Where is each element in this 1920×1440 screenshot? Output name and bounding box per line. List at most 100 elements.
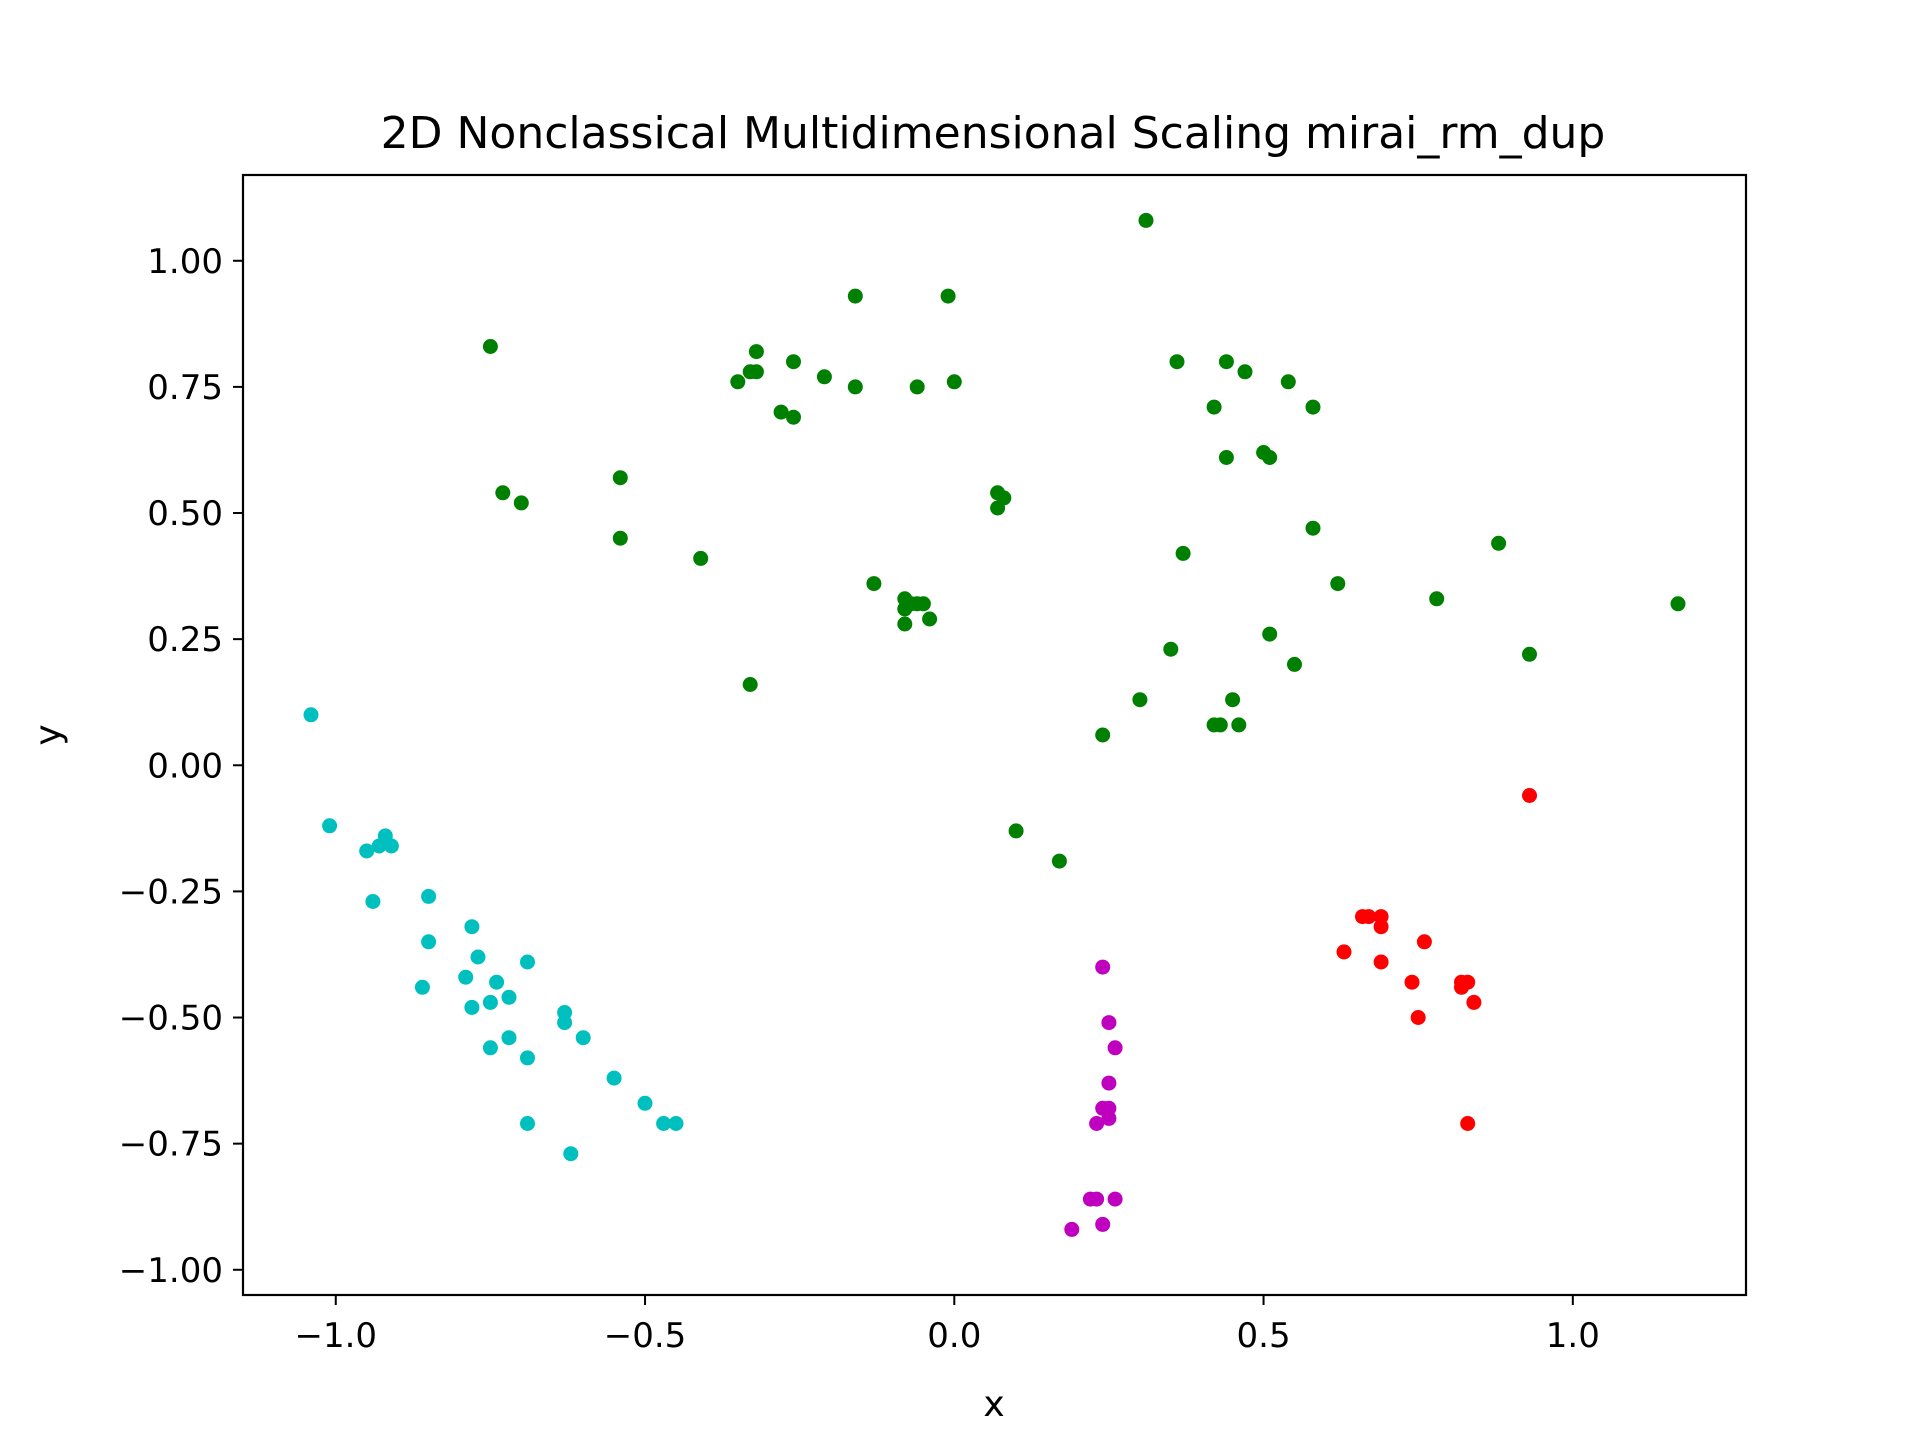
scatter-point [322, 818, 338, 834]
y-axis-ticks: −1.00 −0.75 −0.50 −0.25 0.00 0.25 0.50 0.75 1.00 [119, 242, 243, 1291]
scatter-point [489, 974, 505, 990]
scatter-point [482, 339, 498, 354]
scatter-point [612, 470, 628, 486]
scatter-point [1280, 374, 1296, 390]
scatter-point [1305, 399, 1321, 415]
y-tick-label: 0.75 [147, 368, 223, 408]
scatter-point [606, 1070, 622, 1086]
scatter-point [1101, 1075, 1117, 1091]
scatter-point [1064, 1221, 1080, 1237]
scatter-point [1410, 1010, 1426, 1025]
scatter-point [495, 485, 511, 501]
scatter-point [359, 843, 375, 859]
scatter-point [1089, 1191, 1105, 1207]
scatter-point [1336, 944, 1352, 960]
scatter-point [990, 500, 1006, 516]
scatter-point [742, 677, 758, 692]
scatter-point [847, 379, 863, 395]
scatter-point [1163, 641, 1179, 657]
scatter-point [575, 1030, 591, 1046]
scatter-point [1460, 1116, 1476, 1131]
scatter-point [1212, 717, 1228, 733]
scatter-point [922, 611, 938, 627]
plot-frame [241, 173, 1748, 1297]
x-tick-label: 0.5 [1237, 1316, 1291, 1356]
scatter-point [1095, 1216, 1111, 1232]
scatter-point [866, 576, 882, 592]
scatter-point [1429, 591, 1445, 607]
chart-title: 2D Nonclassical Multidimensional Scaling… [381, 108, 1606, 159]
scatter-point [915, 596, 931, 612]
scatter-point [946, 374, 962, 390]
scatter-point [464, 999, 480, 1015]
scatter-point [786, 409, 801, 425]
scatter-point [421, 934, 437, 950]
scatter-point [1107, 1191, 1123, 1207]
x-tick-label: 1.0 [1546, 1316, 1600, 1356]
scatter-point [1169, 354, 1185, 370]
scatter-point [513, 495, 529, 511]
scatter-point [1089, 1116, 1105, 1131]
x-tick-label: −1.0 [294, 1316, 377, 1356]
scatter-point [501, 1030, 517, 1046]
scatter-point [414, 979, 430, 995]
scatter-point [520, 954, 535, 970]
scatter-point [1225, 692, 1241, 708]
scatter-point [730, 374, 746, 390]
scatter-point [1218, 450, 1234, 465]
scatter-point [693, 550, 709, 566]
scatter-point [1095, 727, 1111, 743]
scatter-point [1262, 450, 1278, 465]
scatter-point [1522, 646, 1537, 662]
scatter-point [470, 949, 486, 965]
scatter-point [1330, 576, 1346, 592]
scatter-point [1101, 1015, 1117, 1031]
scatter-point [897, 616, 913, 632]
scatter-point [520, 1050, 535, 1066]
y-tick-label: 0.50 [147, 494, 223, 534]
scatter-point [1361, 909, 1377, 925]
scatter-point [1051, 853, 1067, 869]
scatter-point [940, 288, 956, 304]
scatter-point [1132, 692, 1148, 708]
scatter-point [1101, 1110, 1117, 1126]
scatter-point [1008, 823, 1024, 839]
scatter-point [520, 1116, 535, 1131]
scatter-point [1262, 626, 1278, 642]
scatter-point [1373, 954, 1389, 970]
scatter-point [612, 530, 628, 546]
scatter-point [1305, 520, 1321, 536]
scatter-point [1522, 788, 1537, 803]
y-tick-label: −1.00 [119, 1251, 223, 1291]
scatter-point [1466, 994, 1482, 1010]
scatter-point [464, 919, 480, 935]
scatter-point [1287, 656, 1302, 672]
y-tick-label: 0.25 [147, 620, 223, 660]
scatter-point [458, 969, 474, 985]
scatter-point [1175, 545, 1191, 561]
scatter-point [1107, 1040, 1123, 1056]
scatter-point [909, 379, 925, 395]
scatter-point [748, 344, 764, 360]
scatter-point [1237, 364, 1253, 380]
scatter-point [1231, 717, 1247, 733]
scatter-point [482, 994, 498, 1010]
scatter-point [1206, 399, 1222, 415]
scatter-point [1095, 959, 1111, 975]
scatter-point [1670, 596, 1686, 612]
scatter-point [1138, 212, 1154, 228]
scatter-point [668, 1116, 684, 1131]
x-tick-label: −0.5 [604, 1316, 687, 1356]
scatter-point [816, 369, 832, 385]
scatter-point [557, 1015, 573, 1031]
y-axis-title: y [28, 724, 69, 745]
scatter-point [1404, 974, 1420, 990]
scatter-point [1373, 919, 1389, 935]
x-tick-label: 0.0 [927, 1316, 981, 1356]
scatter-point [773, 404, 789, 420]
scatter-point [1416, 934, 1432, 950]
scatter-point [501, 989, 517, 1005]
scatter-point [303, 707, 319, 723]
